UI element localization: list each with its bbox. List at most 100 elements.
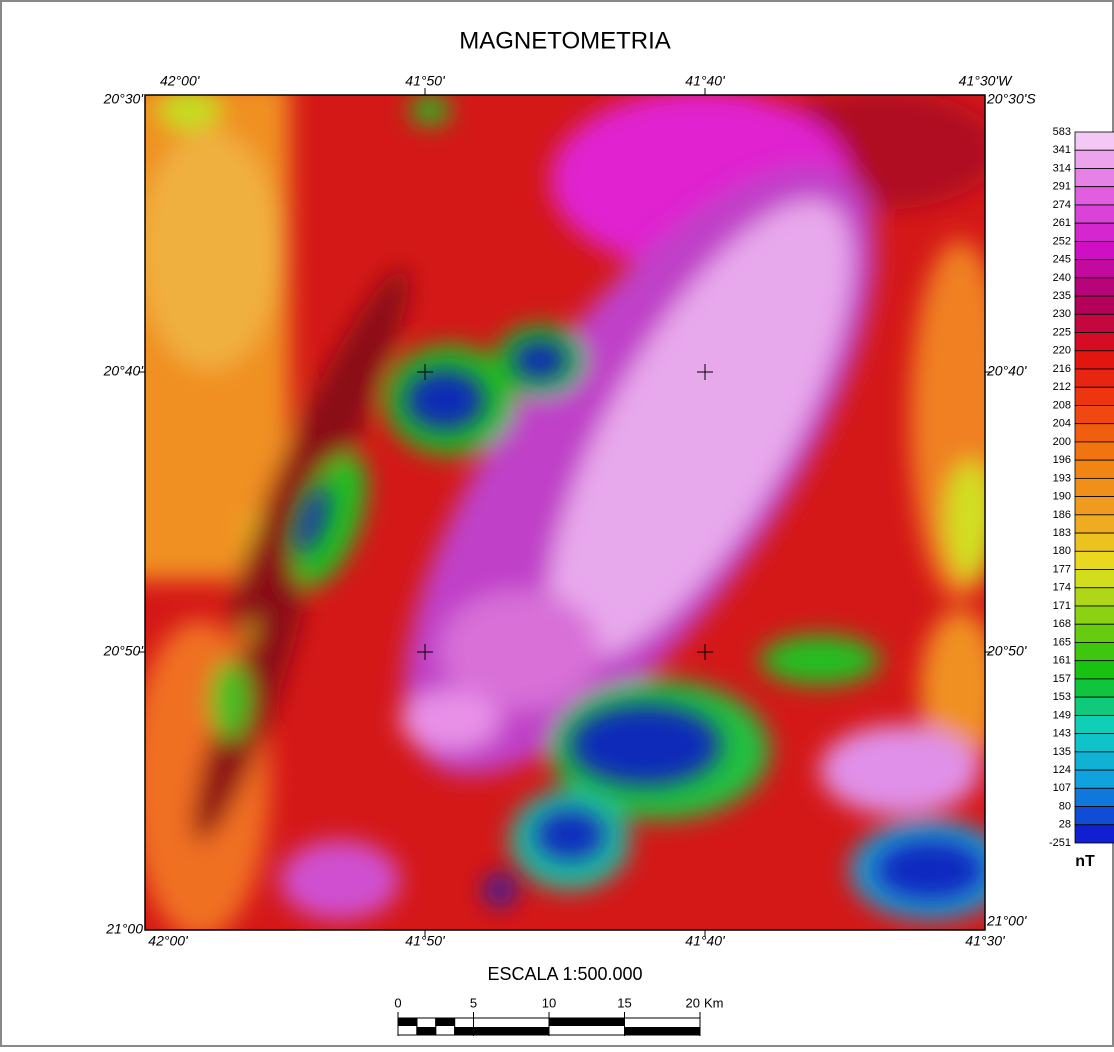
colorbar-box (1074, 660, 1114, 680)
right-coord-label: 21°00' (986, 913, 1028, 929)
colorbar-label: 135 (1053, 746, 1071, 758)
scale-tick-label: 10 (542, 995, 556, 1010)
colorbar-box (1074, 295, 1114, 315)
top-coord-label: 42°00' (160, 73, 201, 89)
colorbar-label: 274 (1053, 199, 1071, 211)
scale-tick-label: 20 (686, 995, 700, 1010)
map-frame (144, 94, 986, 931)
scale-segment (549, 1018, 625, 1026)
colorbar-label: 200 (1053, 436, 1071, 448)
scale-segment (435, 1018, 455, 1026)
colorbar-label: 208 (1053, 399, 1071, 411)
colorbar-label: 216 (1053, 363, 1071, 375)
colorbar-label: 157 (1053, 673, 1071, 685)
left-coord-label: 20°40' (103, 363, 145, 379)
colorbar-label: 124 (1053, 764, 1071, 776)
scale-tick-label: 5 (470, 995, 477, 1010)
left-coord-label: 20°30' (103, 91, 145, 107)
colorbar-label: 291 (1053, 181, 1071, 193)
colorbar-label: 212 (1053, 381, 1071, 393)
bottom-coord-label: 41°50' (405, 933, 446, 949)
colorbar-label: -251 (1049, 837, 1071, 849)
scale-tick-label: 15 (617, 995, 631, 1010)
scale-tick-label: 0 (394, 995, 401, 1010)
colorbar-box (1074, 569, 1114, 589)
scale-title: ESCALA 1:500.000 (487, 964, 642, 984)
bottom-coord-label: 41°40' (685, 933, 726, 949)
colorbar-label: 143 (1053, 728, 1071, 740)
top-coord-label: 41°40' (685, 73, 726, 89)
colorbar-label: 177 (1053, 563, 1071, 575)
colorbar-box (1074, 550, 1114, 570)
colorbar-label: 80 (1059, 800, 1071, 812)
colorbar-box (1074, 496, 1114, 516)
colorbar-label: 161 (1053, 655, 1071, 667)
scale-segment (416, 1027, 436, 1035)
colorbar-label: 183 (1053, 527, 1071, 539)
colorbar-box (1074, 277, 1114, 297)
grid-crosses (138, 88, 992, 937)
colorbar-box (1074, 714, 1114, 735)
colorbar-box (1074, 405, 1114, 425)
colorbar-label: 261 (1053, 217, 1071, 229)
colorbar-label: 28 (1059, 819, 1071, 831)
colorbar-label: 107 (1053, 782, 1071, 794)
colorbar-box (1074, 186, 1114, 206)
colorbar-box (1074, 368, 1114, 388)
colorbar-label: 186 (1053, 509, 1071, 521)
top-coord-label: 41°30'W (959, 73, 1013, 89)
colorbar-label: 225 (1053, 326, 1071, 338)
colorbar-label: 190 (1053, 491, 1071, 503)
colorbar-box (1074, 204, 1114, 224)
colorbar-box (1074, 824, 1114, 844)
colorbar-label: 180 (1053, 545, 1071, 557)
colorbar-box (1074, 696, 1114, 716)
colorbar-label: 240 (1053, 272, 1071, 284)
left-coord-label: 20°50' (103, 643, 145, 659)
colorbar-label: 220 (1053, 345, 1071, 357)
left-coord-label: 21°00 (105, 921, 143, 937)
colorbar-box (1074, 623, 1114, 643)
colorbar-box (1074, 642, 1114, 662)
bottom-coord-label: 42°00' (148, 933, 189, 949)
colorbar-label: 235 (1053, 290, 1071, 302)
colorbar-label: 153 (1053, 691, 1071, 703)
colorbar-box (1074, 313, 1114, 333)
right-coord-label: 20°40' (986, 363, 1028, 379)
colorbar-label: 193 (1053, 472, 1071, 484)
colorbar-box (1074, 733, 1114, 753)
colorbar-box (1074, 240, 1114, 261)
colorbar-label: 245 (1053, 254, 1071, 266)
colorbar-box (1074, 532, 1114, 552)
scale-unit: Km (704, 995, 724, 1010)
colorbar-box (1074, 787, 1114, 807)
right-coord-label: 20°30'S (986, 91, 1036, 107)
colorbar-unit: nT (1075, 853, 1095, 870)
colorbar-box (1074, 332, 1114, 352)
colorbar-box (1074, 806, 1114, 826)
scale-segment (624, 1027, 700, 1035)
top-coord-label: 41°50' (405, 73, 446, 89)
colorbar-label: 196 (1053, 454, 1071, 466)
scale-segment (473, 1027, 549, 1035)
colorbar-box (1074, 386, 1114, 406)
right-coord-label: 20°50' (986, 643, 1028, 659)
colorbar-label: 165 (1053, 636, 1071, 648)
colorbar-label: 583 (1053, 126, 1071, 138)
colorbar-box (1074, 751, 1114, 771)
colorbar-label: 174 (1053, 582, 1071, 594)
colorbar-box (1074, 514, 1114, 534)
colorbar-box (1074, 149, 1114, 169)
title: MAGNETOMETRIA (459, 27, 671, 54)
colorbar-box (1074, 441, 1114, 461)
colorbar-label: 149 (1053, 709, 1071, 721)
colorbar-label: 204 (1053, 418, 1071, 430)
colorbar-box (1074, 222, 1114, 242)
scale-segment (398, 1018, 417, 1026)
bottom-coord-label: 41°30' (965, 933, 1006, 949)
colorbar-box (1074, 769, 1114, 789)
colorbar-box (1074, 131, 1114, 151)
colorbar-box (1074, 350, 1114, 370)
colorbar-box (1074, 168, 1114, 188)
colorbar-box (1074, 678, 1114, 698)
